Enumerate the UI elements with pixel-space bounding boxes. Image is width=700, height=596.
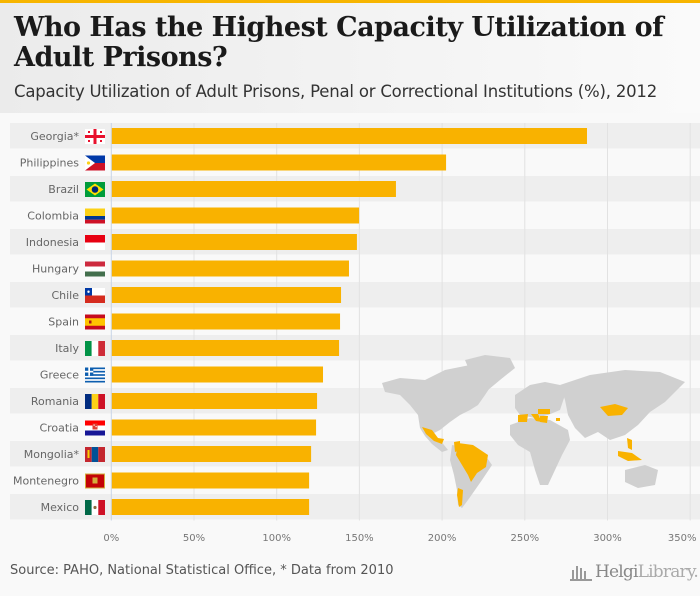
header: Who Has the Highest Capacity Utilization… bbox=[0, 3, 700, 113]
brazil-flag-icon bbox=[85, 182, 105, 197]
category-label: Greece bbox=[40, 369, 79, 382]
chart-title: Who Has the Highest Capacity Utilization… bbox=[14, 12, 664, 73]
x-tick-label: 150% bbox=[345, 533, 374, 544]
italy-flag-icon bbox=[85, 341, 105, 356]
greece-flag-icon bbox=[85, 367, 105, 383]
category-label: Brazil bbox=[48, 183, 79, 196]
map-land-region bbox=[560, 370, 685, 440]
category-label: Mongolia* bbox=[24, 448, 80, 461]
category-label: Spain bbox=[48, 316, 79, 329]
bar bbox=[111, 128, 587, 144]
map-land-region bbox=[625, 465, 658, 488]
bar bbox=[111, 287, 342, 303]
bar bbox=[111, 154, 447, 171]
indonesia-flag-icon bbox=[85, 235, 105, 250]
chile-flag-icon bbox=[85, 288, 105, 303]
romania-flag-icon bbox=[85, 394, 105, 409]
category-label: Hungary bbox=[32, 263, 79, 276]
spain-flag-icon bbox=[85, 314, 105, 330]
category-label: Italy bbox=[55, 342, 79, 355]
bar bbox=[111, 340, 340, 356]
x-tick-label: 250% bbox=[511, 533, 540, 544]
category-label: Montenegro bbox=[13, 475, 79, 488]
x-tick-label: 0% bbox=[103, 533, 119, 544]
mexico-flag-icon bbox=[85, 500, 105, 515]
library-logo-icon bbox=[570, 566, 592, 581]
x-tick-label: 350% bbox=[668, 533, 697, 544]
x-tick-label: 200% bbox=[428, 533, 457, 544]
bar bbox=[111, 260, 349, 277]
map-highlight-region bbox=[456, 443, 488, 482]
map-highlight-region bbox=[600, 404, 628, 416]
bar bbox=[111, 234, 357, 250]
x-tick-label: 50% bbox=[183, 533, 205, 544]
category-label: Croatia bbox=[39, 422, 79, 435]
world-map bbox=[382, 355, 685, 508]
category-label: Mexico bbox=[41, 501, 80, 514]
bar bbox=[111, 181, 396, 197]
chart-subtitle: Capacity Utilization of Adult Prisons, P… bbox=[14, 82, 658, 101]
x-tick-label: 100% bbox=[262, 533, 291, 544]
map-highlight-region bbox=[531, 414, 542, 422]
x-tick-label: 300% bbox=[593, 533, 622, 544]
bar bbox=[111, 446, 312, 462]
bar bbox=[111, 499, 310, 515]
bar bbox=[111, 419, 317, 436]
map-highlight-region bbox=[457, 488, 463, 507]
bar bbox=[111, 366, 324, 383]
montenegro-flag-icon bbox=[85, 473, 105, 489]
source-note: Source: PAHO, National Statistical Offic… bbox=[10, 563, 394, 578]
top-accent-bar bbox=[0, 0, 700, 3]
map-highlight-region bbox=[627, 438, 632, 450]
category-label: Colombia bbox=[27, 210, 79, 223]
philippines-flag-icon bbox=[85, 155, 105, 171]
map-highlight-region bbox=[518, 414, 528, 422]
map-highlight-region bbox=[454, 441, 460, 452]
category-label: Georgia* bbox=[30, 130, 79, 143]
map-highlight-region bbox=[422, 427, 444, 444]
category-label: Philippines bbox=[20, 157, 80, 170]
colombia-flag-icon bbox=[85, 208, 105, 224]
map-land-region bbox=[510, 418, 570, 485]
logo-text-sub: Library. bbox=[637, 562, 699, 582]
map-land-region bbox=[515, 382, 565, 418]
map-highlight-region bbox=[538, 409, 550, 414]
logo-text-main: Helgi bbox=[595, 562, 638, 582]
bar bbox=[111, 472, 310, 489]
bar bbox=[111, 393, 318, 409]
hungary-flag-icon bbox=[85, 261, 105, 277]
mongolia-flag-icon bbox=[85, 447, 105, 462]
georgia-flag-icon bbox=[85, 129, 105, 144]
category-label: Indonesia bbox=[26, 236, 79, 249]
map-highlight-region bbox=[618, 451, 642, 461]
category-label: Romania bbox=[31, 395, 79, 408]
map-highlight-region bbox=[556, 418, 560, 421]
map-highlight-region bbox=[540, 416, 548, 423]
bar bbox=[111, 207, 360, 224]
category-label: Chile bbox=[51, 289, 79, 302]
map-land-region bbox=[465, 355, 515, 390]
bar bbox=[111, 313, 341, 330]
helgi-library-logo: HelgiLibrary. bbox=[570, 560, 699, 584]
croatia-flag-icon bbox=[85, 420, 105, 436]
